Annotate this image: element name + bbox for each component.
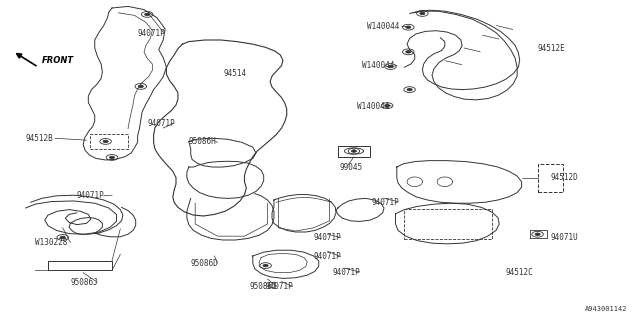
Text: W140044: W140044 xyxy=(362,61,394,70)
Text: 94512B: 94512B xyxy=(26,134,53,143)
Circle shape xyxy=(420,12,425,15)
Text: W140044: W140044 xyxy=(367,22,399,31)
Text: 94071P: 94071P xyxy=(147,119,175,128)
Circle shape xyxy=(406,51,411,53)
Circle shape xyxy=(263,264,268,267)
Text: 94071P: 94071P xyxy=(314,233,341,242)
Text: 95086J: 95086J xyxy=(70,278,98,287)
Text: 94071P: 94071P xyxy=(371,198,399,207)
Text: 94071P: 94071P xyxy=(314,252,341,261)
Text: 94071P: 94071P xyxy=(77,191,104,200)
Text: 94514: 94514 xyxy=(224,69,247,78)
Circle shape xyxy=(145,13,150,16)
Circle shape xyxy=(388,65,393,68)
Text: 94512D: 94512D xyxy=(550,173,578,182)
Text: 94071P: 94071P xyxy=(138,29,165,38)
Circle shape xyxy=(60,236,65,239)
Circle shape xyxy=(385,104,390,107)
Circle shape xyxy=(407,88,412,91)
Circle shape xyxy=(138,85,143,88)
Text: 94512C: 94512C xyxy=(506,268,533,277)
Text: 95086I: 95086I xyxy=(250,282,277,291)
Text: W140044: W140044 xyxy=(357,102,390,111)
Text: W130228: W130228 xyxy=(35,238,68,247)
Text: 94071P: 94071P xyxy=(266,282,293,291)
Text: 94512E: 94512E xyxy=(538,44,565,53)
Text: 95086D: 95086D xyxy=(191,259,218,268)
Text: 94071P: 94071P xyxy=(333,268,360,277)
Circle shape xyxy=(351,150,356,152)
Circle shape xyxy=(535,233,540,236)
Circle shape xyxy=(406,26,411,28)
Circle shape xyxy=(109,156,115,159)
Circle shape xyxy=(103,140,108,143)
Text: 94071U: 94071U xyxy=(550,233,578,242)
Text: 95086H: 95086H xyxy=(189,137,216,146)
Text: A943001142: A943001142 xyxy=(585,306,627,312)
Text: 99045: 99045 xyxy=(339,163,362,172)
Text: FRONT: FRONT xyxy=(42,56,74,65)
